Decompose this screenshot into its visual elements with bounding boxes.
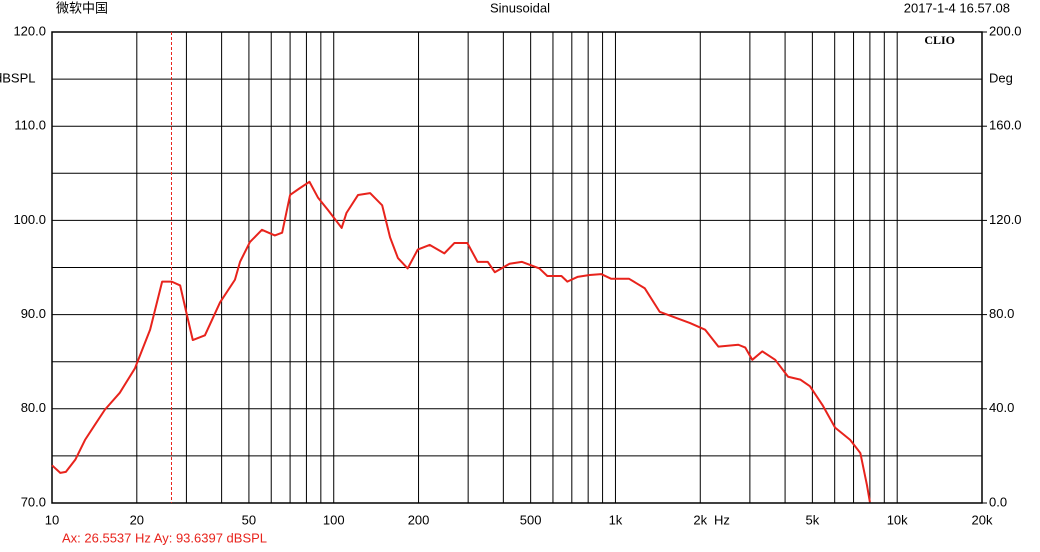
plot-frame — [51, 31, 983, 504]
y-tick-label: 90.0 — [21, 306, 46, 321]
chart-title: Sinusoidal — [490, 0, 550, 15]
x-tick-label: 200 — [408, 512, 430, 527]
x-tick-label: 20k — [972, 512, 993, 527]
y-tick-label: 70.0 — [21, 494, 46, 509]
x-tick-label: 50 — [242, 512, 256, 527]
x-tick-label: 1k — [609, 512, 623, 527]
x-tick-label: 10k — [887, 512, 908, 527]
y-tick-label: 120.0 — [13, 23, 46, 38]
y2-axis-label: Deg — [989, 70, 1013, 85]
header-left: 微软中国 — [56, 0, 108, 15]
response-line — [51, 180, 871, 503]
brand: CLIO — [924, 33, 955, 47]
x-tick-label: 2k — [693, 512, 707, 527]
y2-tick-label: 160.0 — [989, 118, 1022, 133]
x-tick-label: 500 — [520, 512, 542, 527]
y2-tick-label: 40.0 — [989, 400, 1014, 415]
y-tick-label: 80.0 — [21, 400, 46, 415]
cursor-label: Ax: 26.5537 Hz Ay: 93.6397 dBSPL — [62, 530, 267, 545]
x-tick-label: 20 — [130, 512, 144, 527]
y-axis-label: dBSPL — [0, 70, 35, 85]
x-axis-label: Hz — [714, 512, 730, 527]
y2-tick-label: 0.0 — [989, 494, 1007, 509]
x-tick-label: 10 — [45, 512, 59, 527]
x-tick-label: 5k — [806, 512, 820, 527]
y-tick-label: 110.0 — [14, 118, 46, 133]
y2-tick-label: 200.0 — [989, 23, 1022, 38]
y-tick-label: 100.0 — [13, 212, 46, 227]
y2-tick-label: 120.0 — [989, 212, 1022, 227]
y2-tick-label: 80.0 — [989, 306, 1014, 321]
header-right: 2017-1-4 16.57.08 — [904, 0, 1010, 15]
x-tick-label: 100 — [323, 512, 345, 527]
